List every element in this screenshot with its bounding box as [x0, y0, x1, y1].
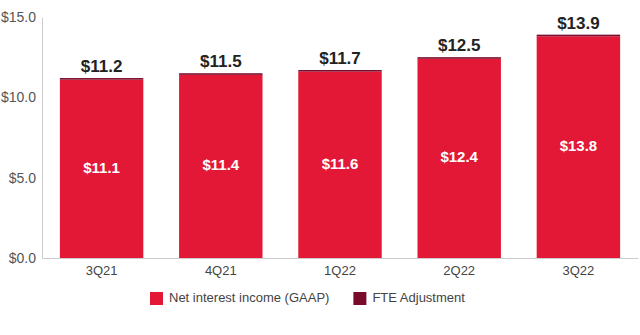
data-label: $11.6 [322, 155, 359, 172]
total-label: $11.7 [319, 49, 361, 68]
bar [298, 72, 381, 258]
x-tick: 3Q22 [562, 258, 594, 278]
bar [60, 80, 143, 258]
y-tick-label: $5.0 [9, 170, 36, 186]
x-tick: 2Q22 [443, 258, 475, 278]
bar [179, 75, 262, 258]
y-tick: $15.0 [1, 9, 42, 25]
bar [298, 70, 381, 72]
legend-item: FTE Adjustment [353, 290, 465, 305]
data-label: $11.4 [202, 156, 239, 173]
legend-label: FTE Adjustment [372, 290, 465, 305]
y-axis: $0.0 $5.0 $10.0 $15.0 [1, 9, 43, 266]
legend-label: Net interest income (GAAP) [169, 290, 329, 305]
bar [179, 73, 262, 75]
y-tick: $0.0 [9, 250, 42, 266]
x-tick: 1Q22 [324, 258, 356, 278]
total-label: $11.2 [81, 57, 123, 76]
total-label: $12.5 [438, 36, 481, 55]
y-tick-label: $0.0 [9, 250, 36, 266]
series [60, 36, 620, 258]
total-label: $11.5 [200, 52, 242, 71]
y-tick: $5.0 [9, 170, 42, 186]
bar [60, 78, 143, 80]
x-tick-label: 1Q22 [324, 263, 356, 278]
data-labels: $11.1 $11.4 $11.6 $12.4 $13.8 $11.2 $11.5 $11.7… [81, 14, 600, 176]
x-tick: 3Q21 [86, 258, 118, 278]
bar [417, 57, 500, 59]
x-axis: 3Q21 4Q21 1Q22 2Q22 3Q22 [43, 258, 639, 278]
legend-swatch [150, 292, 163, 305]
data-label: $12.4 [440, 148, 478, 165]
bars [60, 35, 620, 258]
legend-swatch [353, 292, 366, 305]
y-tick-label: $15.0 [1, 9, 36, 25]
x-tick-label: 4Q21 [205, 263, 237, 278]
legend-item: Net interest income (GAAP) [150, 290, 329, 305]
x-tick: 4Q21 [205, 258, 237, 278]
data-label: $11.1 [83, 159, 120, 176]
series [60, 35, 620, 80]
bar [417, 59, 500, 258]
total-label: $13.9 [557, 14, 600, 33]
y-axis-line [42, 18, 43, 259]
x-tick-label: 3Q22 [562, 263, 594, 278]
bar [537, 35, 620, 37]
y-tick-label: $10.0 [1, 89, 36, 105]
x-tick-label: 2Q22 [443, 263, 475, 278]
data-label: $13.8 [560, 137, 598, 154]
x-axis-line [43, 258, 639, 259]
y-tick: $10.0 [1, 89, 42, 105]
bar [537, 36, 620, 258]
x-tick-label: 3Q21 [86, 263, 118, 278]
legend: Net interest income (GAAP) FTE Adjustment [150, 290, 465, 305]
chart: $0.0 $5.0 $10.0 $15.0 3Q21 4Q21 1Q22 2Q22 3Q22 $1… [0, 0, 640, 335]
